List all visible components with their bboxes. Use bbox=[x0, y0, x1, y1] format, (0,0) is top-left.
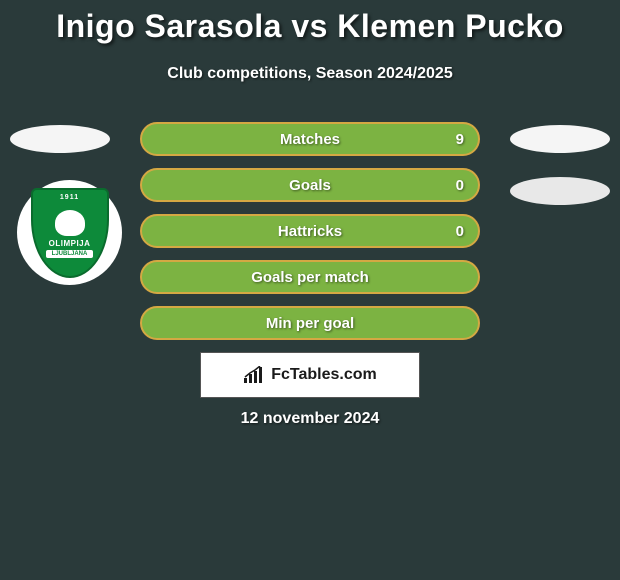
chart-icon bbox=[243, 366, 265, 384]
stat-label: Min per goal bbox=[266, 315, 354, 332]
stats-bars: Matches 9 Goals 0 Hattricks 0 Goals per … bbox=[140, 122, 480, 352]
stat-row-hattricks: Hattricks 0 bbox=[140, 214, 480, 248]
club-shield: 1911 OLIMPIJA LJUBLJANA bbox=[31, 188, 109, 278]
attribution-text: FcTables.com bbox=[271, 366, 377, 384]
stat-right-value: 0 bbox=[456, 223, 464, 240]
club-year: 1911 bbox=[60, 194, 79, 201]
stat-label: Goals per match bbox=[251, 269, 369, 286]
player2-flag-placeholder-1 bbox=[510, 125, 610, 153]
stat-row-min-per-goal: Min per goal bbox=[140, 306, 480, 340]
stat-label: Hattricks bbox=[278, 223, 342, 240]
stat-label: Goals bbox=[289, 177, 331, 194]
stat-row-goals-per-match: Goals per match bbox=[140, 260, 480, 294]
stat-row-matches: Matches 9 bbox=[140, 122, 480, 156]
player1-flag-placeholder bbox=[10, 125, 110, 153]
attribution-box: FcTables.com bbox=[200, 352, 420, 398]
club-name: OLIMPIJA bbox=[49, 239, 91, 248]
stat-label: Matches bbox=[280, 131, 340, 148]
club-dragon-icon bbox=[55, 210, 85, 236]
snapshot-date: 12 november 2024 bbox=[0, 410, 620, 428]
club-badge: 1911 OLIMPIJA LJUBLJANA bbox=[17, 180, 122, 285]
comparison-subtitle: Club competitions, Season 2024/2025 bbox=[0, 65, 620, 83]
stat-right-value: 9 bbox=[456, 131, 464, 148]
stat-right-value: 0 bbox=[456, 177, 464, 194]
stat-row-goals: Goals 0 bbox=[140, 168, 480, 202]
player2-flag-placeholder-2 bbox=[510, 177, 610, 205]
comparison-title: Inigo Sarasola vs Klemen Pucko bbox=[0, 0, 620, 45]
club-city: LJUBLJANA bbox=[46, 250, 94, 258]
